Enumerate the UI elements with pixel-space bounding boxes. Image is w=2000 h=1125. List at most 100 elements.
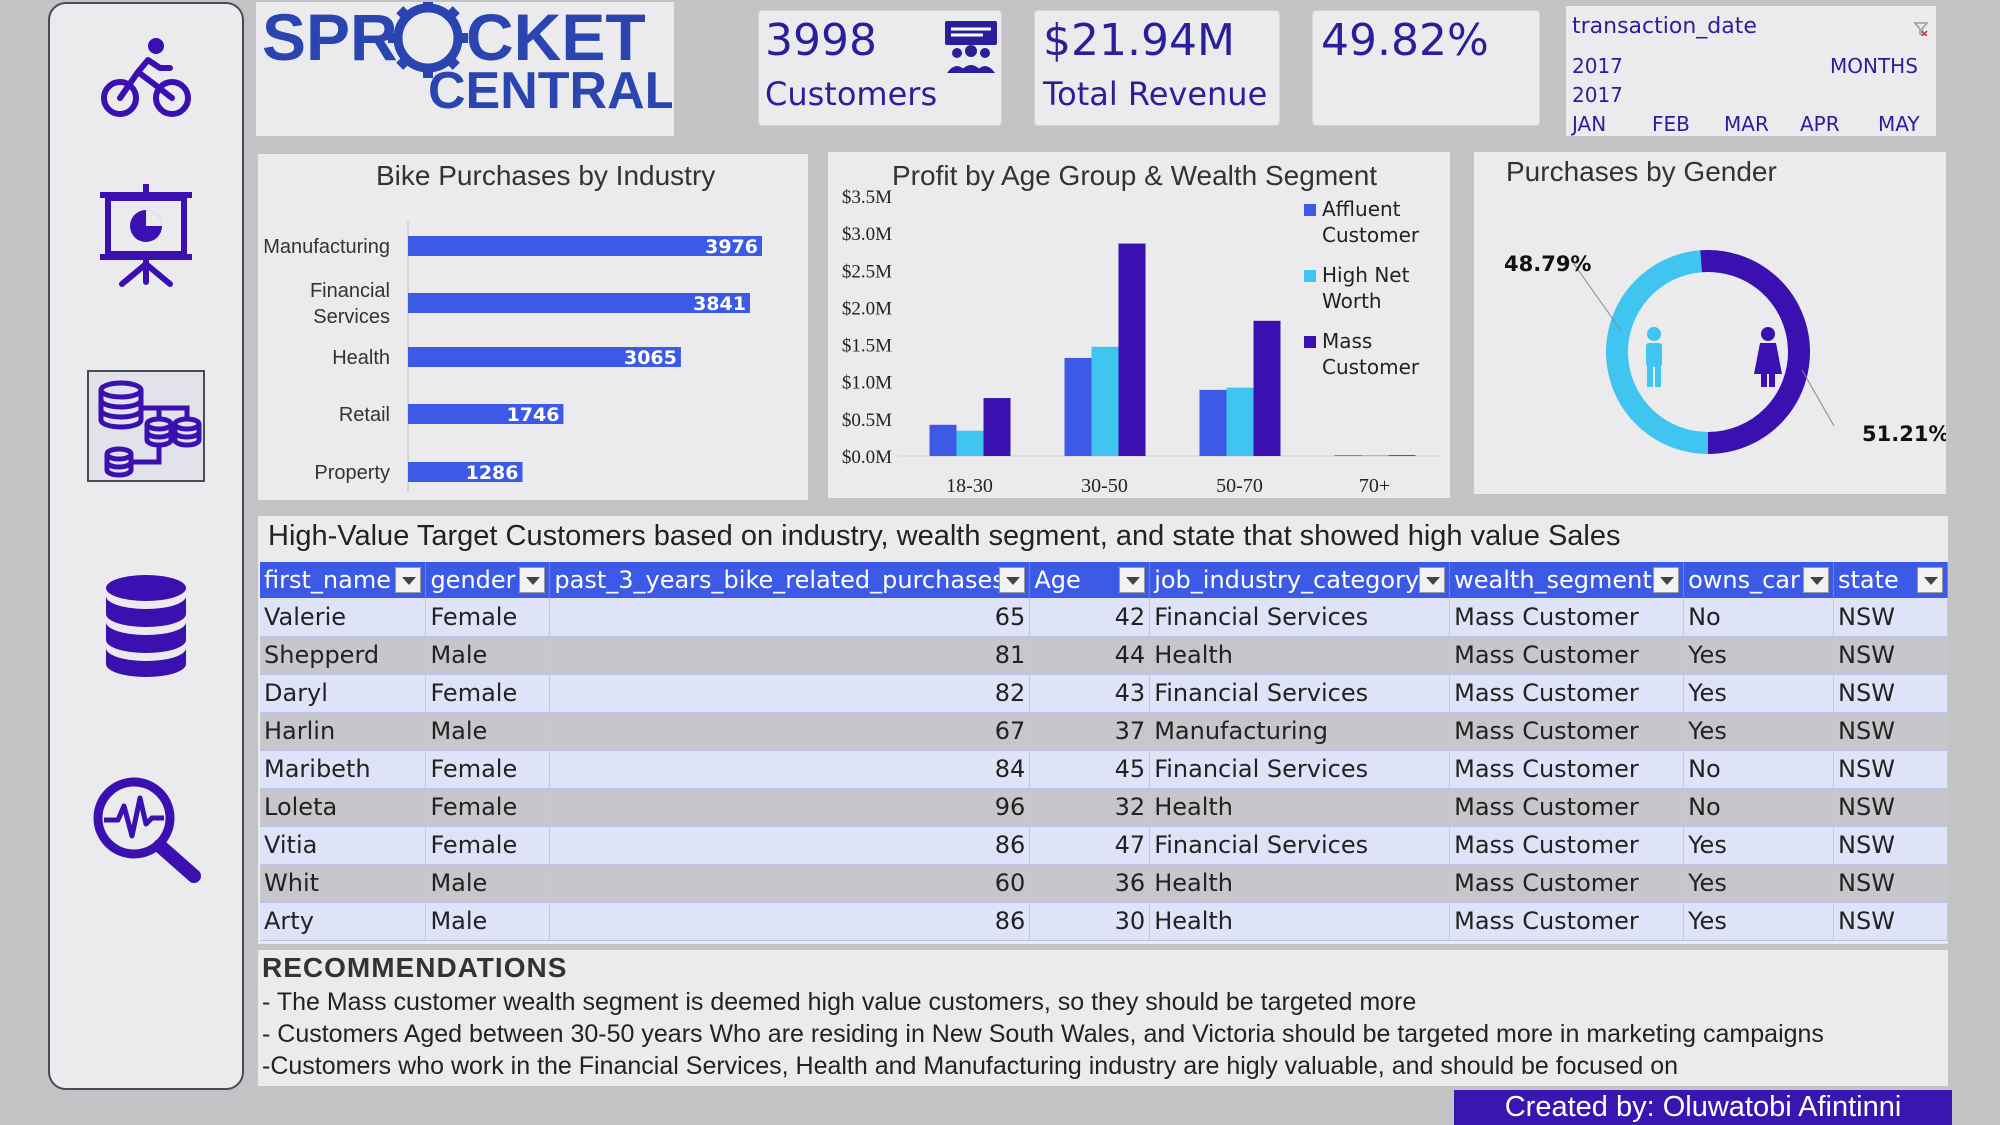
- column-header-gender[interactable]: gender: [425, 562, 551, 598]
- customers-count: 3998: [765, 15, 877, 66]
- presentation-nav-button[interactable]: [96, 184, 196, 288]
- filter-dropdown-button[interactable]: [1803, 567, 1830, 593]
- slice-label: 48.79%: [1504, 252, 1591, 276]
- slicer-month-apr[interactable]: APR: [1800, 112, 1840, 136]
- kpi-revenue-card: $21.94M Total Revenue: [1034, 10, 1280, 126]
- filter-dropdown-button[interactable]: [1917, 567, 1943, 593]
- svg-text:CKET: CKET: [466, 2, 646, 74]
- clear-filter-icon[interactable]: [1914, 22, 1928, 36]
- profit-column-chart: $0.0M $0.5M $1.0M $1.5M $2.0M $2.5M $3.0M $3.5M…: [842, 187, 1440, 497]
- filter-dropdown-button[interactable]: [1653, 567, 1680, 593]
- table-cell: Mass Customer: [1449, 826, 1685, 865]
- table-row[interactable]: Whit Male 60 36 Health Mass Customer Yes NSW: [260, 864, 1948, 903]
- profit-chart-panel: Profit by Age Group & Wealth Segment $0.…: [828, 152, 1450, 498]
- table-row[interactable]: Arty Male 86 30 Health Mass Customer Yes NSW: [260, 902, 1948, 941]
- presentation-chart-icon: [100, 184, 192, 287]
- y-tick-label: $3.5M: [842, 187, 892, 208]
- table-cell: Mass Customer: [1449, 636, 1685, 675]
- database-network-icon: [98, 380, 202, 478]
- y-tick-label: $0.5M: [842, 410, 892, 431]
- bar: [408, 236, 762, 256]
- table-row[interactable]: Daryl Female 82 43 Financial Services Mass Cu…: [260, 674, 1948, 713]
- bar: [983, 398, 1011, 456]
- table-cell: Male: [425, 712, 551, 751]
- table-cell: Mass Customer: [1449, 864, 1685, 903]
- logo-panel: SPR CKET CENTRAL: [256, 2, 674, 136]
- industry-chart-title: Bike Purchases by Industry: [376, 160, 716, 191]
- filter-dropdown-button[interactable]: [519, 567, 546, 593]
- profit-chart-title: Profit by Age Group & Wealth Segment: [892, 160, 1378, 191]
- column-header-state[interactable]: state: [1833, 562, 1948, 598]
- table-cell: Male: [425, 902, 551, 941]
- filter-dropdown-button[interactable]: [999, 567, 1026, 593]
- percent-value: 49.82%: [1321, 15, 1489, 66]
- table-cell: Female: [425, 674, 551, 713]
- table-cell: Manufacturing: [1149, 712, 1451, 751]
- column-header-owns-car[interactable]: owns_car: [1683, 562, 1835, 598]
- gender-chart-panel: Purchases by Gender 48.79% 51.21%: [1474, 152, 1946, 494]
- y-tick-label: $1.0M: [842, 373, 892, 394]
- category-label: Manufacturing: [263, 236, 390, 258]
- table-cell: Mass Customer: [1449, 788, 1685, 827]
- legend-label: Affluent: [1322, 197, 1401, 221]
- transaction-date-slicer[interactable]: transaction_date 2017 MONTHS 2017 JAN FE…: [1566, 6, 1936, 136]
- table-row[interactable]: Vitia Female 86 47 Financial Services Mass Cu…: [260, 826, 1948, 865]
- x-tick-label: 30-50: [1081, 475, 1128, 497]
- table-row[interactable]: Loleta Female 96 32 Health Mass Customer No NSW: [260, 788, 1948, 827]
- table-cell: Harlin: [260, 712, 427, 751]
- slicer-field-label: transaction_date: [1572, 14, 1757, 39]
- legend-label: Worth: [1322, 289, 1382, 313]
- slicer-year-bottom: 2017: [1572, 83, 1623, 107]
- slicer-period-label[interactable]: MONTHS: [1830, 54, 1918, 78]
- slicer-month-feb[interactable]: FEB: [1652, 112, 1690, 136]
- analytics-nav-button[interactable]: [88, 774, 204, 884]
- data-label: 3065: [624, 347, 677, 369]
- slicer-month-jan[interactable]: JAN: [1572, 112, 1607, 136]
- table-cell: 44: [1029, 636, 1151, 675]
- table-row[interactable]: Harlin Male 67 37 Manufacturing Mass Customer…: [260, 712, 1948, 751]
- table-cell: Female: [425, 598, 551, 637]
- table-row[interactable]: Maribeth Female 84 45 Financial Services Mass…: [260, 750, 1948, 789]
- table-row[interactable]: Shepperd Male 81 44 Health Mass Customer Yes NS…: [260, 636, 1948, 675]
- table-cell: Health: [1149, 864, 1451, 903]
- bike-nav-button[interactable]: [98, 32, 194, 128]
- table-cell: NSW: [1833, 674, 1948, 713]
- bar: [956, 430, 984, 456]
- table-cell: Male: [425, 636, 551, 675]
- table-cell: 30: [1029, 902, 1151, 941]
- column-header-age[interactable]: Age: [1029, 562, 1151, 598]
- table-cell: 86: [549, 902, 1031, 941]
- database-nav-button[interactable]: [104, 574, 188, 678]
- data-model-nav-button[interactable]: [87, 370, 205, 482]
- sprocket-central-logo: SPR CKET CENTRAL: [262, 2, 672, 120]
- filter-dropdown-button[interactable]: [1419, 567, 1446, 593]
- target-customers-title: High-Value Target Customers based on ind…: [268, 520, 1621, 552]
- slicer-month-mar[interactable]: MAR: [1724, 112, 1769, 136]
- table-cell: 32: [1029, 788, 1151, 827]
- male-icon: [1646, 327, 1662, 387]
- table-cell: Yes: [1683, 712, 1835, 751]
- table-cell: 82: [549, 674, 1031, 713]
- column-header-first-name[interactable]: first_name: [260, 562, 427, 598]
- slicer-month-may[interactable]: MAY: [1878, 112, 1920, 136]
- table-cell: Vitia: [260, 826, 427, 865]
- y-tick-label: $3.0M: [842, 224, 892, 245]
- table-cell: Yes: [1683, 636, 1835, 675]
- gender-donut-chart: 48.79% 51.21%: [1504, 250, 1946, 454]
- filter-dropdown-button[interactable]: [395, 567, 422, 593]
- total-revenue-value: $21.94M: [1043, 15, 1235, 66]
- filter-dropdown-button[interactable]: [1119, 567, 1146, 593]
- table-cell: No: [1683, 598, 1835, 637]
- table-cell: Female: [425, 826, 551, 865]
- column-header-job-industry[interactable]: job_industry_category: [1149, 562, 1451, 598]
- bar: [1388, 455, 1416, 456]
- table-cell: Financial Services: [1149, 750, 1451, 789]
- column-header-purchases[interactable]: past_3_years_bike_related_purchases: [549, 562, 1031, 598]
- column-label: gender: [430, 566, 516, 594]
- donut-slice: [1606, 250, 1709, 454]
- table-cell: 36: [1029, 864, 1151, 903]
- bar: [408, 404, 564, 424]
- table-header-row: first_name gender past_3_years_bike_rela…: [260, 562, 1948, 598]
- column-header-wealth-segment[interactable]: wealth_segment: [1449, 562, 1685, 598]
- table-row[interactable]: Valerie Female 65 42 Financial Services Mass …: [260, 598, 1948, 637]
